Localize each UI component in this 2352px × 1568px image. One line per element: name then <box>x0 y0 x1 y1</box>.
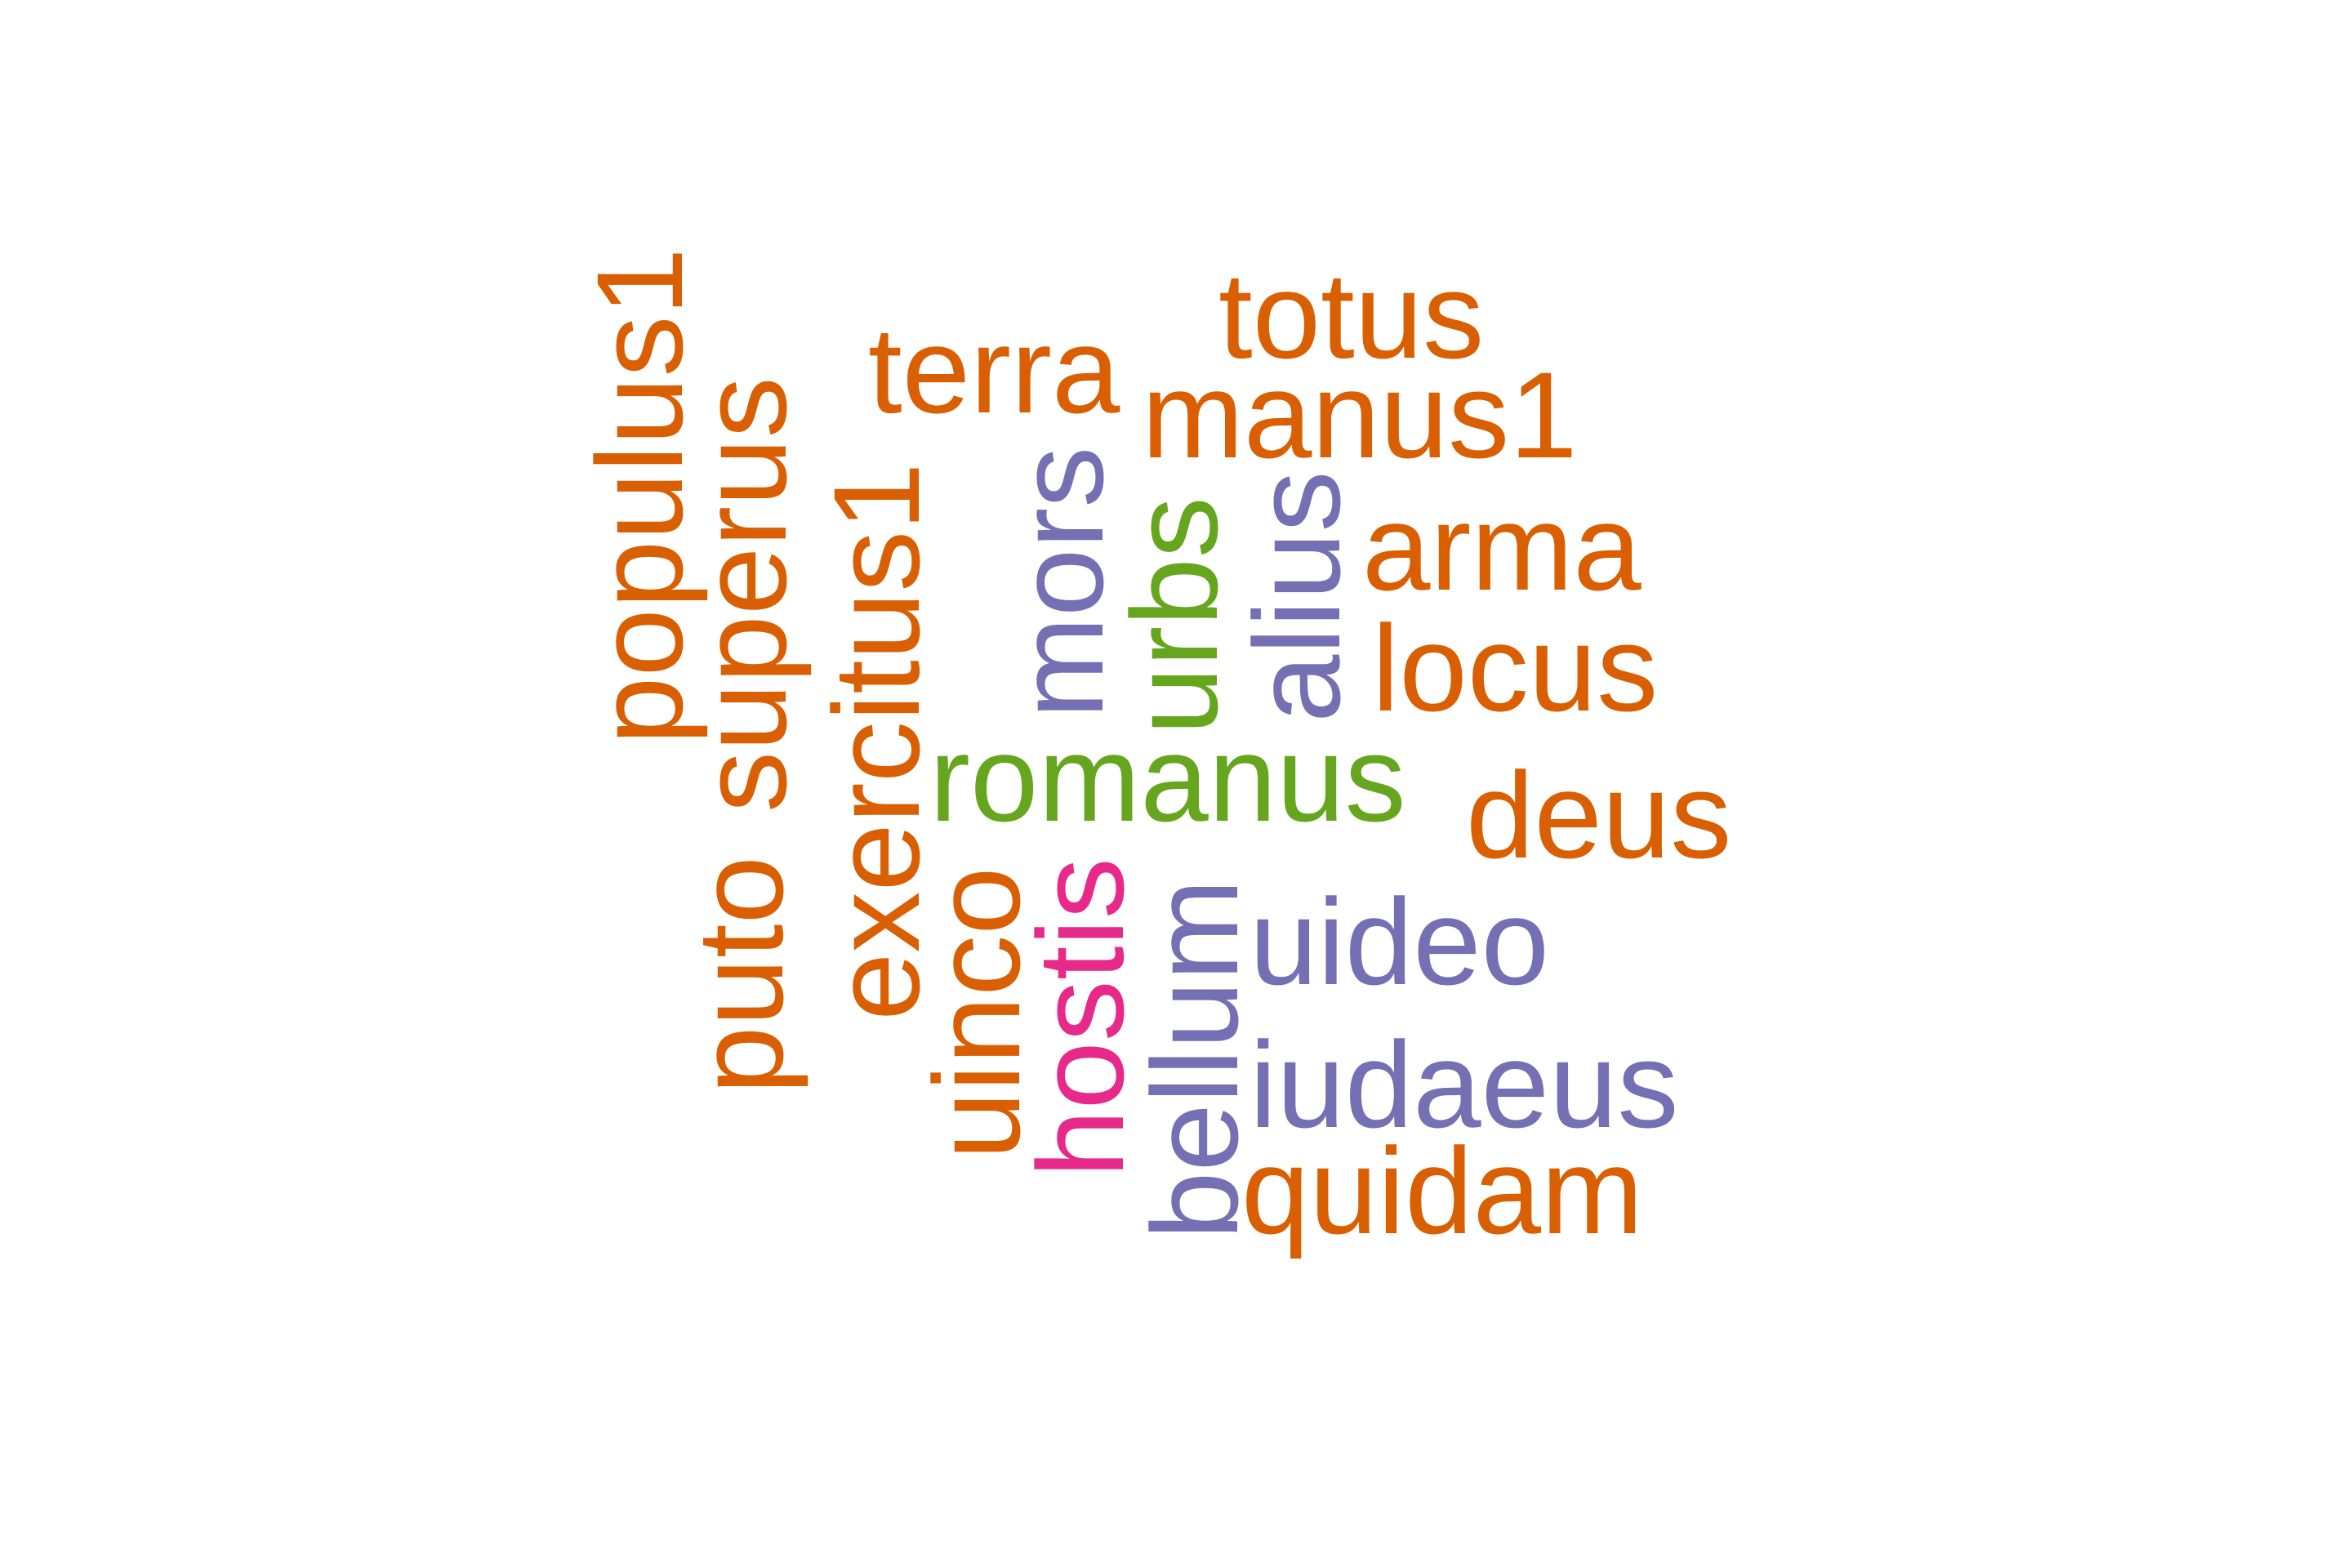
cloud-word-hostis: hostis <box>1012 858 1149 1178</box>
cloud-word-deus: deus <box>1466 746 1731 884</box>
cloud-word-romanus: romanus <box>929 710 1406 847</box>
cloud-word-manus1: manus1 <box>1142 346 1578 483</box>
cloud-word-superus: superus <box>675 376 812 813</box>
cloud-word-bellum: bellum <box>1126 879 1263 1240</box>
cloud-word-populus1: populus1 <box>571 247 708 745</box>
cloud-word-locus: locus <box>1372 599 1658 737</box>
cloud-word-totus: totus <box>1218 247 1484 384</box>
cloud-word-exercitus1: exercitus1 <box>808 462 945 1021</box>
cloud-word-quidam: quidam <box>1241 1122 1643 1259</box>
cloud-word-mors: mors <box>991 447 1129 719</box>
cloud-word-terra: terra <box>868 301 1120 439</box>
cloud-word-alius: alius <box>1228 471 1365 724</box>
cloud-word-puto: puto <box>671 856 808 1094</box>
cloud-word-uideo: uideo <box>1250 873 1549 1010</box>
cloud-word-urbs: urbs <box>1106 497 1243 735</box>
cloud-word-uinco: uinco <box>908 866 1045 1160</box>
cloud-word-arma: arma <box>1362 479 1642 616</box>
cloud-word-iudaeus: iudaeus <box>1250 1016 1678 1153</box>
